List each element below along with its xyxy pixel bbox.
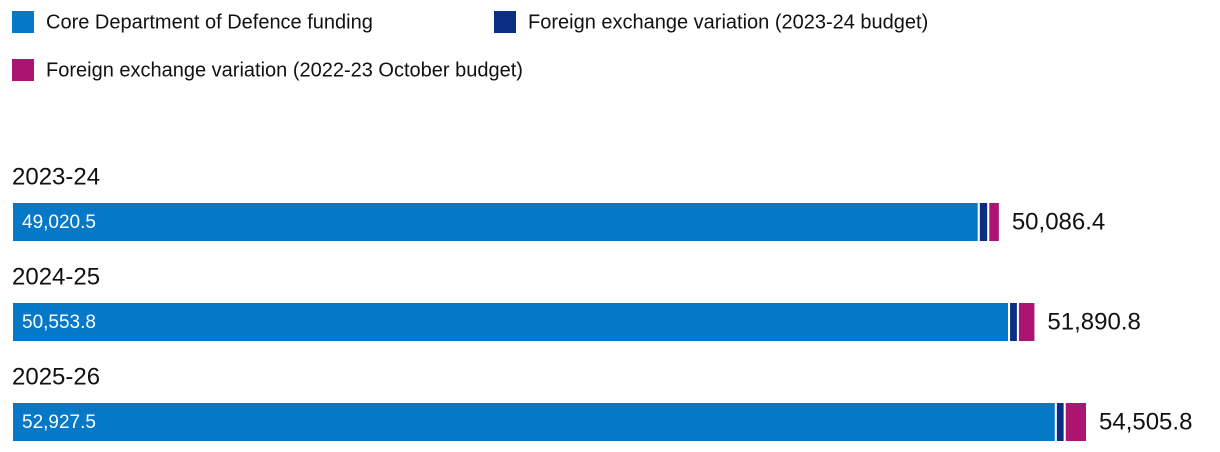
- category-label: 2025-26: [12, 363, 100, 390]
- legend-swatch: [494, 11, 516, 33]
- bar-segment: [1016, 301, 1037, 343]
- legend-swatch: [12, 59, 34, 81]
- category-label: 2023-24: [12, 163, 100, 190]
- bar-segment: [11, 201, 980, 243]
- legend-swatch: [12, 11, 34, 33]
- bar-segment: [1054, 401, 1066, 443]
- bar-segment: [1063, 401, 1089, 443]
- bar-segment: [11, 401, 1057, 443]
- category-label: 2024-25: [12, 263, 100, 290]
- bar-value-label: 52,927.5: [22, 412, 96, 433]
- bar-segment: [1008, 301, 1019, 343]
- total-label: 50,086.4: [1012, 208, 1105, 235]
- bar-segment: [977, 201, 990, 243]
- legend-label: Foreign exchange variation (2023-24 budg…: [528, 11, 928, 33]
- total-label: 51,890.8: [1047, 308, 1140, 335]
- legend-label: Core Department of Defence funding: [46, 11, 373, 33]
- bar-segment: [987, 201, 1001, 243]
- total-label: 54,505.8: [1099, 408, 1192, 435]
- legend-label: Foreign exchange variation (2022-23 Octo…: [46, 59, 523, 81]
- bar-value-label: 50,553.8: [22, 312, 96, 333]
- bar-segment: [11, 301, 1011, 343]
- bar-value-label: 49,020.5: [22, 212, 96, 233]
